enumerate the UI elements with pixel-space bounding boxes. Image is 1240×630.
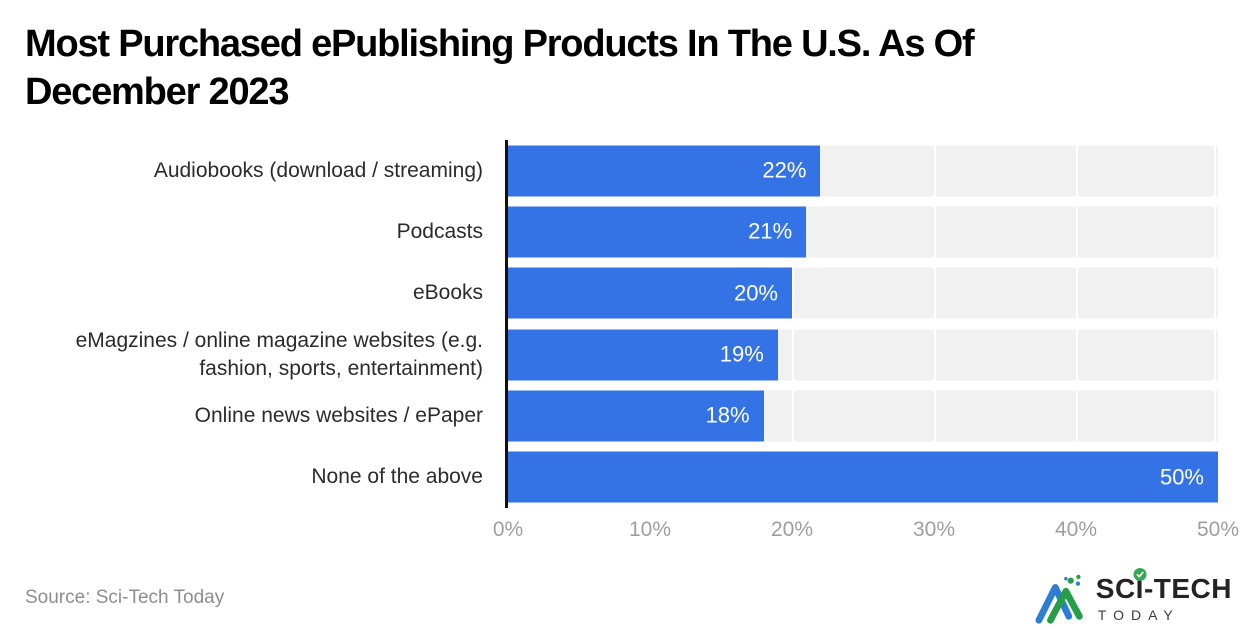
logo-mountain-icon <box>1035 574 1083 624</box>
gridline <box>650 140 652 508</box>
category-label: None of the above <box>311 465 483 489</box>
chart-title-line2: December 2023 <box>25 71 289 113</box>
check-icon <box>1133 568 1147 581</box>
logo-wordmark: SC I -TECH TODAY <box>1095 568 1232 624</box>
logo-text-sc: SC <box>1095 573 1136 604</box>
chart-title-line1: Most Purchased ePublishing Products In T… <box>25 23 975 65</box>
logo-wordmark-main: SC I -TECH <box>1095 568 1232 604</box>
logo-subtext: TODAY <box>1097 607 1180 623</box>
chart-title: Most Purchased ePublishing Products In T… <box>25 20 1185 116</box>
bar-row: 18% <box>508 385 1218 446</box>
gridline <box>792 140 794 508</box>
brand-logo: SC I -TECH TODAY <box>1034 568 1232 628</box>
plot-area: 22% 21% 20% 19% 18% 50% <box>508 140 1218 508</box>
logo-letter-i: I <box>1133 568 1147 604</box>
bar: 19% <box>508 329 778 381</box>
category-label: Podcasts <box>396 220 483 244</box>
bar-value-label: 18% <box>705 402 750 428</box>
category-label: Online news websites / ePaper <box>194 404 483 428</box>
gridline <box>1214 140 1216 508</box>
bar: 50% <box>508 451 1218 503</box>
x-tick-label: 50% <box>1196 518 1240 541</box>
x-tick-label: 0% <box>492 518 524 541</box>
x-axis-ticks: 0% 10% 20% 30% 40% 50% <box>493 518 1239 544</box>
x-tick-label: 10% <box>628 518 672 541</box>
category-label: eMagzines / online magazine websites (e.… <box>75 328 483 380</box>
bar: 18% <box>508 390 764 442</box>
x-tick-label: 40% <box>1054 518 1098 541</box>
y-axis-line <box>505 140 508 508</box>
bar-row: 20% <box>508 263 1218 324</box>
category-label: Audiobooks (download / streaming) <box>153 158 483 182</box>
bar-value-label: 50% <box>1159 464 1204 490</box>
bar-row: 21% <box>508 201 1218 262</box>
bar-row: 50% <box>508 447 1218 508</box>
bar: 21% <box>508 206 807 258</box>
bar-value-label: 21% <box>748 218 793 244</box>
bar: 22% <box>508 145 821 197</box>
bar-value-label: 20% <box>733 280 778 306</box>
bar-row: 22% <box>508 140 1218 201</box>
category-labels: Audiobooks (download / streaming) Podcast… <box>0 140 496 508</box>
bar-value-label: 19% <box>719 341 764 367</box>
bar-row: 19% <box>508 324 1218 385</box>
bar-value-label: 22% <box>762 157 807 183</box>
x-tick-label: 20% <box>770 518 814 541</box>
plot-rows: 22% 21% 20% 19% 18% 50% <box>508 140 1218 508</box>
category-label: eBooks <box>412 281 483 305</box>
x-tick-label: 30% <box>912 518 956 541</box>
bar: 20% <box>508 267 792 319</box>
gridline <box>934 140 936 508</box>
logo-text-tech: -TECH <box>1143 573 1232 604</box>
source-text: Source: Sci-Tech Today <box>25 587 225 608</box>
gridline <box>1076 140 1078 508</box>
